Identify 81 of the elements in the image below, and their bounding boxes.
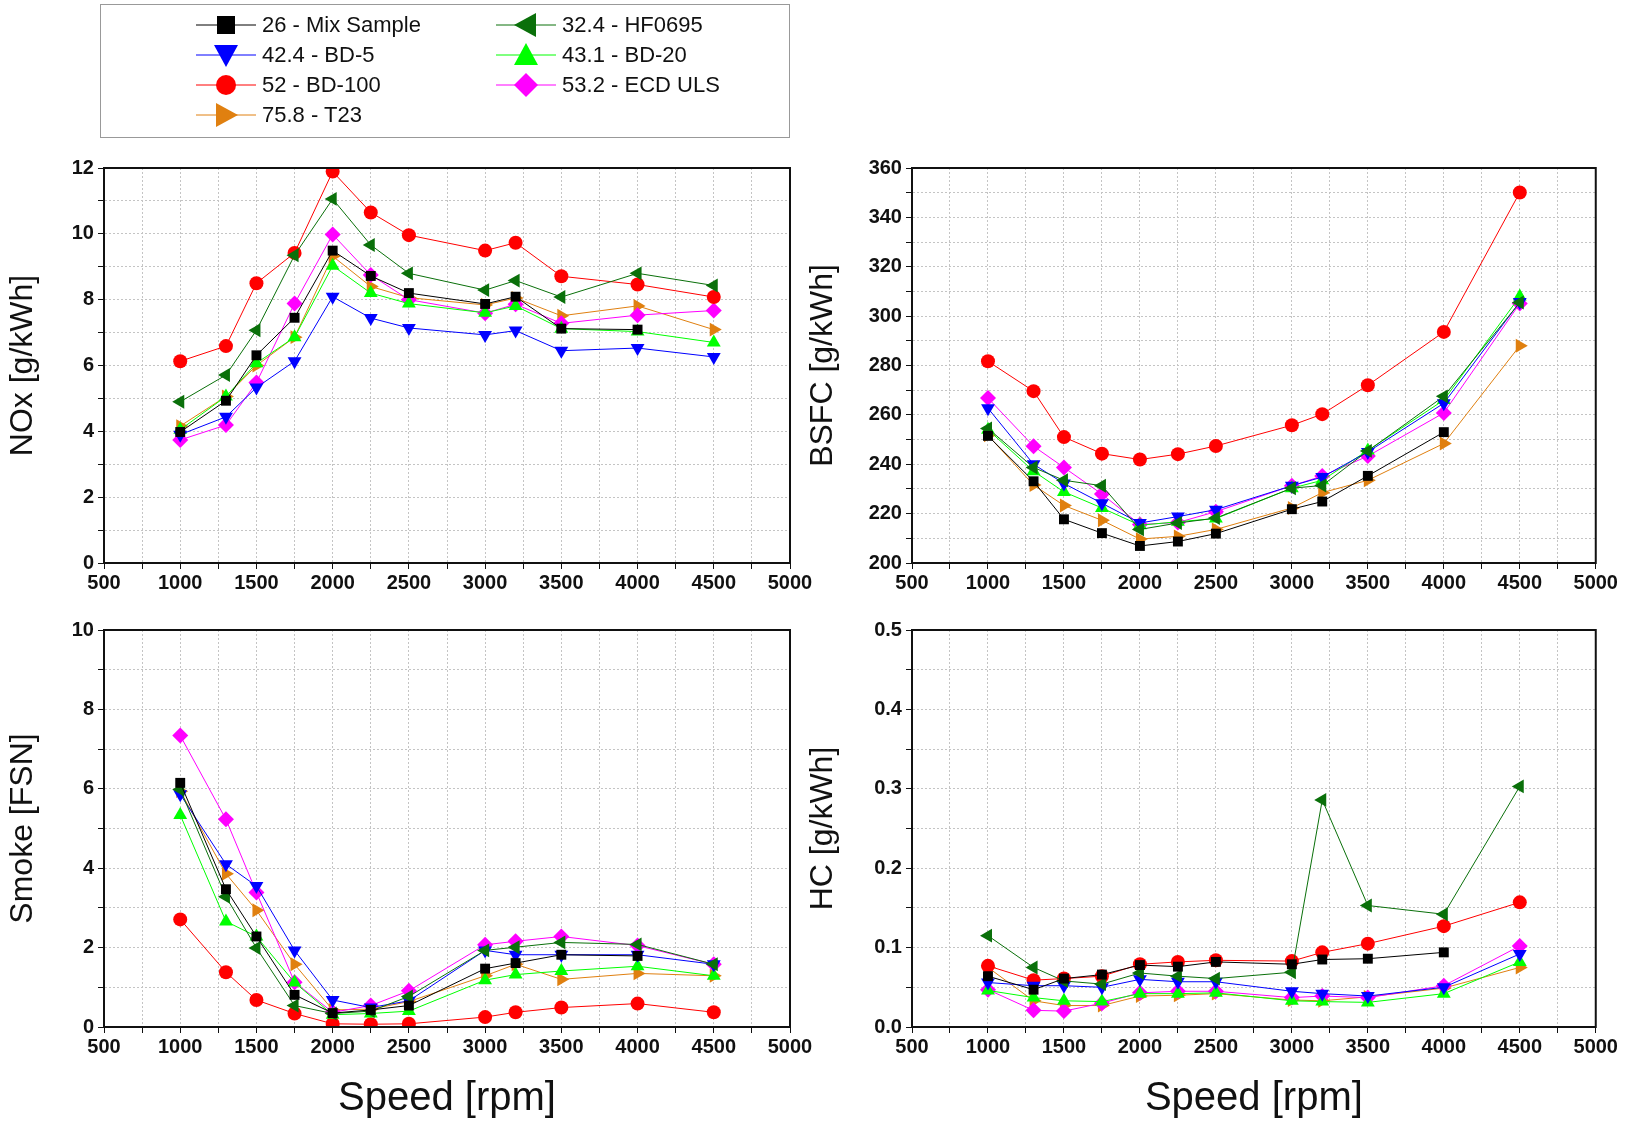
x-tick-label: 3500 bbox=[1345, 570, 1391, 593]
x-axis-title: Speed [rpm] bbox=[1144, 1074, 1363, 1119]
x-tick-label: 3500 bbox=[539, 570, 584, 593]
x-tick-label: 4500 bbox=[1497, 1034, 1543, 1057]
x-tick-label: 4000 bbox=[1421, 1034, 1467, 1057]
y-tick-label: 0.5 bbox=[874, 617, 902, 640]
x-tick-label: 5000 bbox=[767, 570, 813, 593]
x-tick-label: 4500 bbox=[691, 1034, 737, 1057]
x-tick-label: 2000 bbox=[1117, 570, 1163, 593]
x-tick-label: 1000 bbox=[157, 570, 203, 593]
y-tick-label: 360 bbox=[868, 155, 902, 178]
x-tick-label: 4500 bbox=[1497, 570, 1543, 593]
x-tick-label: 1500 bbox=[1041, 570, 1087, 593]
legend-label: 32.4 - HF0695 bbox=[562, 12, 703, 38]
y-tick-label: 0.0 bbox=[874, 1014, 902, 1037]
x-tick-label: 2000 bbox=[310, 1034, 355, 1057]
y-tick-label: 280 bbox=[868, 353, 902, 376]
x-axis-title: Speed [rpm] bbox=[338, 1074, 556, 1119]
x-tick-label: 3500 bbox=[1345, 1034, 1391, 1057]
y-tick-label: 340 bbox=[868, 204, 902, 227]
y-axis-title: BSFC [g/kWh] bbox=[803, 264, 840, 467]
y-tick-label: 2 bbox=[82, 484, 94, 507]
x-tick-label: 5000 bbox=[1573, 1034, 1618, 1057]
y-tick-label: 0 bbox=[82, 550, 94, 573]
legend-label: 53.2 - ECD ULS bbox=[562, 72, 720, 98]
legend-label: 42.4 - BD-5 bbox=[262, 42, 375, 68]
y-tick-label: 12 bbox=[71, 155, 94, 178]
x-tick-label: 1000 bbox=[157, 1034, 203, 1057]
y-tick-label: 4 bbox=[82, 855, 95, 878]
x-tick-label: 500 bbox=[895, 570, 929, 593]
x-tick-label: 2000 bbox=[1117, 1034, 1163, 1057]
x-tick-label: 3000 bbox=[1269, 1034, 1315, 1057]
x-tick-label: 3000 bbox=[462, 570, 508, 593]
y-tick-label: 0.3 bbox=[874, 776, 902, 799]
x-tick-label: 2000 bbox=[310, 570, 355, 593]
y-tick-label: 0.2 bbox=[874, 855, 902, 878]
y-tick-label: 6 bbox=[82, 353, 94, 376]
y-axis-title: HC [g/kWh] bbox=[803, 746, 840, 911]
x-tick-label: 500 bbox=[895, 1034, 929, 1057]
y-tick-label: 0.4 bbox=[874, 696, 903, 719]
x-tick-label: 2500 bbox=[386, 1034, 432, 1057]
x-tick-label: 500 bbox=[87, 1034, 121, 1057]
x-tick-label: 4000 bbox=[615, 1034, 660, 1057]
x-tick-label: 5000 bbox=[767, 1034, 813, 1057]
x-tick-label: 1000 bbox=[965, 570, 1011, 593]
y-tick-label: 10 bbox=[71, 221, 94, 244]
x-tick-label: 2500 bbox=[1193, 1034, 1239, 1057]
x-tick-label: 4500 bbox=[691, 570, 737, 593]
y-tick-label: 0.1 bbox=[874, 935, 902, 958]
x-tick-label: 4000 bbox=[1421, 570, 1467, 593]
legend-label: 26 - Mix Sample bbox=[262, 12, 421, 38]
x-tick-label: 5000 bbox=[1573, 570, 1618, 593]
y-tick-label: 8 bbox=[82, 287, 94, 310]
x-tick-label: 500 bbox=[87, 570, 121, 593]
y-tick-label: 300 bbox=[868, 303, 902, 326]
x-tick-label: 1000 bbox=[965, 1034, 1011, 1057]
y-tick-label: 200 bbox=[868, 550, 902, 573]
x-tick-label: 3000 bbox=[462, 1034, 508, 1057]
legend-label: 43.1 - BD-20 bbox=[562, 42, 687, 68]
y-tick-label: 2 bbox=[82, 935, 94, 958]
y-axis-title: NOx [g/kWh] bbox=[3, 274, 40, 457]
y-tick-label: 4 bbox=[82, 418, 95, 441]
y-axis-title: Smoke [FSN] bbox=[3, 733, 40, 924]
y-tick-label: 220 bbox=[868, 501, 902, 524]
y-tick-label: 240 bbox=[868, 451, 902, 474]
x-tick-label: 1500 bbox=[1041, 1034, 1087, 1057]
x-tick-label: 2500 bbox=[386, 570, 432, 593]
x-tick-label: 3000 bbox=[1269, 570, 1315, 593]
y-tick-label: 0 bbox=[82, 1014, 94, 1037]
y-tick-label: 10 bbox=[71, 617, 94, 640]
y-tick-label: 8 bbox=[82, 696, 94, 719]
legend-label: 75.8 - T23 bbox=[262, 102, 362, 128]
y-tick-label: 260 bbox=[868, 402, 902, 425]
x-tick-label: 3500 bbox=[539, 1034, 584, 1057]
legend-label: 52 - BD-100 bbox=[262, 72, 381, 98]
y-tick-label: 6 bbox=[82, 776, 94, 799]
x-tick-label: 2500 bbox=[1193, 570, 1239, 593]
x-tick-label: 1500 bbox=[234, 570, 279, 593]
x-tick-label: 1500 bbox=[234, 1034, 279, 1057]
y-tick-label: 320 bbox=[868, 254, 902, 277]
x-tick-label: 4000 bbox=[615, 570, 660, 593]
